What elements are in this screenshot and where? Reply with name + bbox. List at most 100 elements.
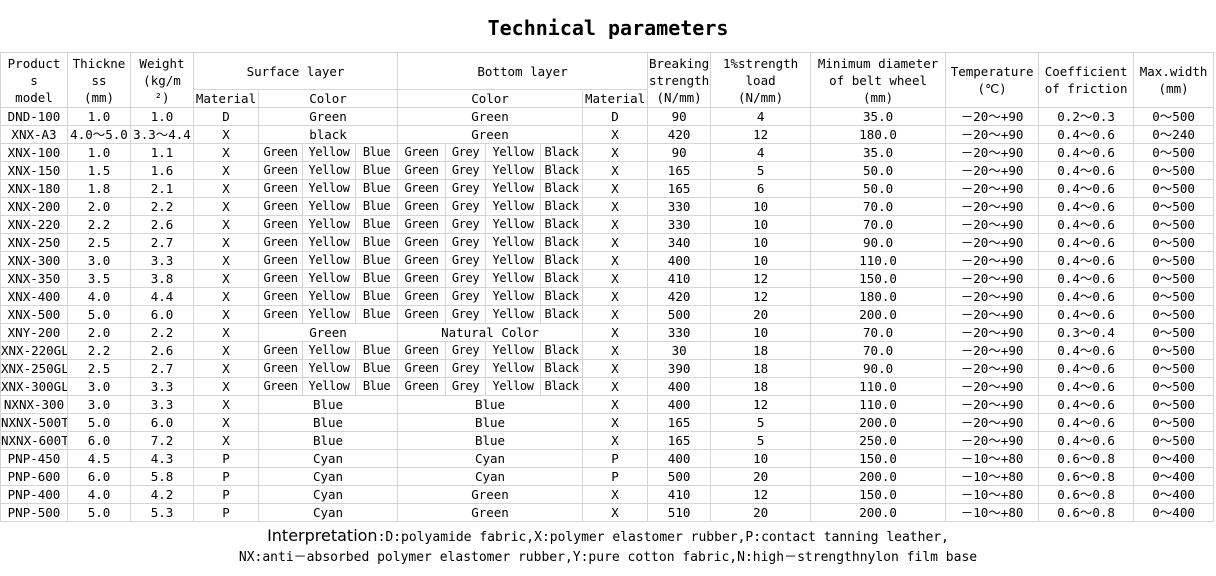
cell-bottom-material: D [582, 107, 649, 126]
cell-model: XNX-200 [0, 197, 68, 216]
cell-friction: 0.4～0.6 [1038, 395, 1135, 414]
cell-weight: 3.8 [130, 269, 194, 288]
cell-thickness: 2.0 [67, 197, 131, 216]
cell-min-diameter: 200.0 [810, 467, 947, 486]
cell-weight: 1.1 [130, 143, 194, 162]
cell-surface-material: X [193, 233, 259, 252]
header-model: Product s model [0, 52, 68, 108]
cell-model: XNX-220GL [0, 341, 68, 360]
bottom-color-option: Grey [445, 215, 487, 234]
cell-breaking-strength: 420 [647, 125, 712, 144]
header-max-width: Max.width (mm) [1133, 52, 1215, 108]
bottom-color-option: Yellow [485, 143, 542, 162]
table-row: NXNX-500T 5.0 6.0 X Blue Blue X 165 5 200.0 －20～+9… [0, 413, 1215, 432]
cell-max-width: 0～400 [1133, 449, 1215, 468]
bottom-color-option: Yellow [485, 179, 542, 198]
cell-model: DND-100 [0, 107, 68, 126]
bottom-color-option: Grey [445, 377, 487, 396]
bottom-color-option: Grey [445, 233, 487, 252]
cell-bottom-material: X [582, 431, 649, 450]
cell-weight: 4.3 [130, 449, 194, 468]
cell-bottom-material: X [582, 143, 649, 162]
cell-strength-load: 12 [710, 395, 812, 414]
surface-color-option: Blue [354, 269, 399, 288]
surface-color-option: Blue [354, 359, 399, 378]
cell-model: PNP-600 [0, 467, 68, 486]
cell-model: XNX-300 [0, 251, 68, 270]
bottom-color-option: Black [540, 143, 584, 162]
header-breaking-strength: Breaking strength (N/mm) [647, 52, 712, 108]
surface-color-option: Blue [354, 251, 399, 270]
surface-color-option: Yellow [302, 359, 356, 378]
bottom-color-option: Black [540, 233, 584, 252]
cell-strength-load: 12 [710, 287, 812, 306]
cell-surface-material: P [193, 485, 259, 504]
cell-model: PNP-450 [0, 449, 68, 468]
cell-strength-load: 5 [710, 413, 812, 432]
header-surface-layer: Surface layer [192, 52, 399, 90]
cell-min-diameter: 180.0 [810, 287, 947, 306]
surface-color-option: Green [258, 305, 303, 324]
cell-bottom-material: X [582, 179, 649, 198]
interpretation-note: Interpretation:D:polyamide fabric,X:poly… [0, 526, 1216, 568]
cell-max-width: 0～500 [1133, 269, 1215, 288]
cell-bottom-material: X [582, 395, 649, 414]
surface-color-option: Yellow [302, 143, 356, 162]
cell-strength-load: 12 [710, 485, 812, 504]
bottom-color-option: Grey [445, 287, 487, 306]
cell-friction: 0.4～0.6 [1038, 377, 1135, 396]
cell-surface-color: Green [257, 323, 399, 342]
table-row: XNX-220GL 2.2 2.6 X Green Yellow Blue Green Grey… [0, 341, 1215, 360]
cell-friction: 0.6～0.8 [1038, 503, 1135, 522]
cell-friction: 0.4～0.6 [1038, 197, 1135, 216]
cell-breaking-strength: 500 [647, 305, 712, 324]
cell-max-width: 0～500 [1133, 395, 1215, 414]
bottom-color-option: Black [540, 179, 584, 198]
cell-temperature: －10～+80 [945, 467, 1040, 486]
cell-surface-material: X [193, 305, 259, 324]
cell-max-width: 0～500 [1133, 107, 1215, 126]
cell-surface-material: X [193, 197, 259, 216]
cell-max-width: 0～500 [1133, 251, 1215, 270]
cell-max-width: 0～400 [1133, 485, 1215, 504]
bottom-color-option: Green [397, 341, 447, 360]
cell-model: NXNX-300 [0, 395, 68, 414]
header-bottom-material: Material [582, 89, 649, 108]
surface-color-option: Green [258, 179, 303, 198]
cell-breaking-strength: 330 [647, 197, 712, 216]
cell-breaking-strength: 510 [647, 503, 712, 522]
cell-breaking-strength: 165 [647, 179, 712, 198]
cell-max-width: 0～500 [1133, 179, 1215, 198]
cell-min-diameter: 70.0 [810, 323, 947, 342]
cell-weight: 2.2 [130, 323, 194, 342]
cell-surface-color: Blue [257, 413, 399, 432]
cell-bottom-material: X [582, 305, 649, 324]
table-row: XNX-300GL 3.0 3.3 X Green Yellow Blue Green Grey… [0, 377, 1215, 396]
cell-thickness: 1.8 [67, 179, 131, 198]
surface-color-option: Blue [354, 179, 399, 198]
cell-bottom-material: X [582, 161, 649, 180]
cell-max-width: 0～400 [1133, 503, 1215, 522]
cell-min-diameter: 150.0 [810, 485, 947, 504]
cell-surface-material: X [193, 179, 259, 198]
cell-bottom-material: X [582, 503, 649, 522]
header-temperature: Temperature (℃) [945, 52, 1040, 108]
table-row: NXNX-300 3.0 3.3 X Blue Blue X 400 12 110.0 －20～+9… [0, 395, 1215, 414]
bottom-color-option: Black [540, 161, 584, 180]
note-line-1: D:polyamide fabric,X:polymer elastomer r… [385, 530, 949, 545]
cell-breaking-strength: 400 [647, 377, 712, 396]
cell-breaking-strength: 165 [647, 413, 712, 432]
table-row: DND-100 1.0 1.0 D Green Green D 90 4 35.0 －20～+90 0… [0, 107, 1215, 126]
cell-thickness: 1.0 [67, 143, 131, 162]
cell-model: XNX-250GL [0, 359, 68, 378]
cell-thickness: 2.2 [67, 215, 131, 234]
table-row: XNX-150 1.5 1.6 X Green Yellow Blue Green Grey Ye… [0, 161, 1215, 180]
cell-bottom-color: Blue [397, 395, 584, 414]
cell-model: XNX-150 [0, 161, 68, 180]
bottom-color-option: Black [540, 341, 584, 360]
table-row: XNX-220 2.2 2.6 X Green Yellow Blue Green Grey Ye… [0, 215, 1215, 234]
cell-friction: 0.6～0.8 [1038, 467, 1135, 486]
surface-color-option: Green [258, 359, 303, 378]
cell-friction: 0.6～0.8 [1038, 449, 1135, 468]
note-line-2: NX:anti－absorbed polymer elastomer rubbe… [238, 550, 978, 565]
